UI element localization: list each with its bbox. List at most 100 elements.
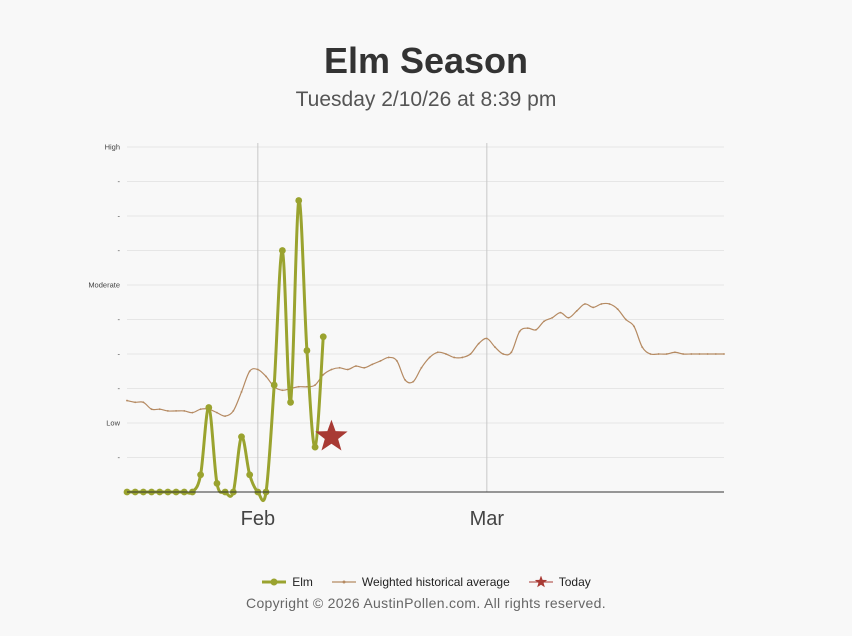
average-point <box>216 411 218 414</box>
elm-point <box>197 471 205 479</box>
average-point <box>371 363 374 366</box>
elm-point <box>270 381 278 389</box>
average-point <box>265 375 267 378</box>
average-point <box>346 368 349 371</box>
elm-series <box>123 197 327 503</box>
y-tick-label: - <box>118 315 121 324</box>
average-point <box>674 351 676 354</box>
average-point <box>240 391 243 393</box>
x-tick-label: Mar <box>470 508 505 530</box>
average-point <box>175 410 177 412</box>
average-point <box>461 356 464 359</box>
average-point <box>477 342 480 345</box>
average-point <box>600 303 603 305</box>
average-point <box>338 366 341 369</box>
average-point <box>526 327 529 330</box>
average-point <box>126 399 128 402</box>
average-point <box>714 353 717 355</box>
today-marker-layer <box>315 419 348 451</box>
average-point <box>535 328 537 331</box>
average-point <box>363 366 366 369</box>
y-axis-tick-labels: High - - - Moderate - - - Low - <box>88 143 120 463</box>
average-point <box>256 368 259 371</box>
average-point <box>567 316 570 319</box>
elm-season-chart: High - - - Moderate - - - Low - Feb Mar <box>88 143 725 530</box>
legend-swatch-elm-icon <box>262 578 287 586</box>
legend-item-today[interactable]: Today <box>528 575 591 589</box>
x-tick-label: Feb <box>241 508 275 530</box>
y-tick-label: High <box>105 143 120 152</box>
average-point <box>551 316 554 319</box>
average-point <box>649 353 652 355</box>
month-divider-lines <box>257 143 488 492</box>
average-point <box>248 370 251 373</box>
elm-point <box>311 443 319 451</box>
average-point <box>281 389 284 392</box>
elm-point <box>295 197 303 204</box>
chart-legend: Elm Weighted historical average Today <box>0 575 852 589</box>
average-point <box>624 318 627 321</box>
average-point <box>657 353 660 355</box>
average-point <box>199 408 202 411</box>
y-tick-label: - <box>118 384 121 393</box>
today-star-icon <box>315 419 348 451</box>
y-tick-label: Low <box>106 419 120 428</box>
y-tick-label: - <box>118 212 121 221</box>
elm-line <box>126 198 325 503</box>
grid-lines <box>127 146 724 458</box>
average-point <box>469 353 472 355</box>
y-tick-label: - <box>118 350 121 359</box>
legend-item-elm[interactable]: Elm <box>261 575 313 589</box>
y-tick-label: - <box>118 177 121 186</box>
average-point <box>158 408 161 411</box>
average-point <box>379 360 382 362</box>
average-point <box>518 330 521 333</box>
x-axis-tick-labels: Feb Mar <box>241 508 505 530</box>
elm-point <box>238 433 245 441</box>
average-point <box>723 353 725 355</box>
legend-item-average[interactable]: Weighted historical average <box>331 575 510 589</box>
average-point <box>436 351 439 354</box>
average-point <box>420 366 423 369</box>
average-point <box>608 303 611 305</box>
legend-swatch-average-icon <box>331 580 356 584</box>
average-point <box>387 356 390 359</box>
elm-point <box>319 333 327 341</box>
average-point <box>494 346 496 348</box>
average-point <box>543 320 545 323</box>
average-point <box>445 353 447 355</box>
y-tick-label: - <box>118 246 121 255</box>
average-point <box>355 365 357 367</box>
legend-label-elm: Elm <box>292 575 313 589</box>
average-point <box>314 384 316 386</box>
elm-point <box>278 247 286 254</box>
elm-point <box>213 479 221 487</box>
average-point <box>166 410 169 412</box>
elm-point <box>303 347 311 354</box>
legend-today-star-icon <box>534 576 547 588</box>
y-tick-label: - <box>118 453 121 462</box>
average-point <box>142 401 145 404</box>
average-point <box>706 353 709 355</box>
average-point <box>592 306 595 309</box>
average-point <box>575 309 578 312</box>
average-point <box>682 353 685 355</box>
average-point <box>428 356 431 359</box>
average-point <box>485 337 488 340</box>
average-point <box>584 303 586 305</box>
average-point <box>150 408 153 411</box>
average-point <box>404 378 406 381</box>
elm-point <box>205 404 213 411</box>
average-point <box>134 401 137 404</box>
average-point <box>183 410 186 412</box>
legend-label-average: Weighted historical average <box>361 575 510 589</box>
average-point <box>633 325 635 328</box>
average-point <box>306 385 308 388</box>
average-point <box>412 380 415 383</box>
average-point <box>616 308 619 311</box>
average-point <box>297 385 300 388</box>
elm-point <box>246 471 254 479</box>
average-point <box>559 311 562 314</box>
average-point <box>224 415 227 417</box>
average-point <box>191 411 194 414</box>
